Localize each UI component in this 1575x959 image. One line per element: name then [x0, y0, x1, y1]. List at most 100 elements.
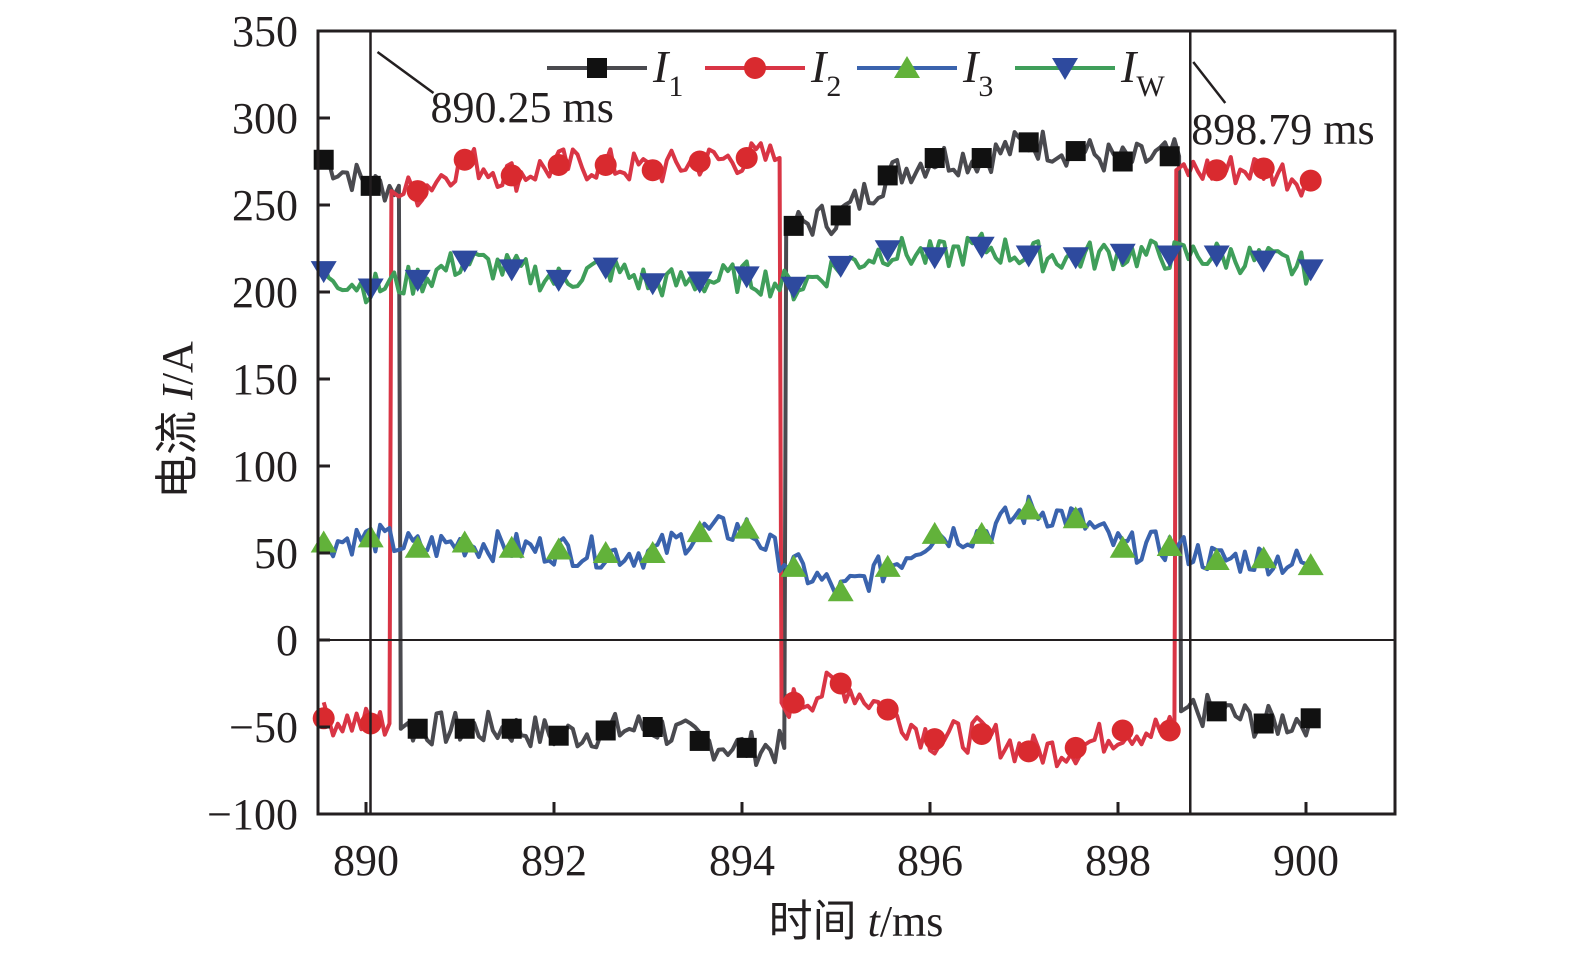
marker-iw-2	[404, 269, 431, 292]
marker-i2-10	[782, 691, 805, 714]
marker-i1-12	[877, 165, 898, 186]
x-axis-title: 时间 t/ms	[769, 897, 944, 946]
marker-i1-5	[548, 725, 569, 746]
y-tick-label: 50	[254, 529, 298, 578]
x-tick-label: 898	[1085, 836, 1151, 885]
series-line-i2	[321, 141, 1311, 769]
y-axis-title-prefix: 电流	[153, 400, 202, 499]
legend: I1 I2 I3 IW	[547, 41, 1165, 103]
annotation-label-898-79: 898.79 ms	[1191, 105, 1374, 154]
marker-i3-4	[498, 535, 525, 558]
marker-i2-4	[500, 164, 523, 187]
legend-label-sub: W	[1136, 70, 1165, 103]
marker-iw-3	[451, 250, 478, 273]
plot-frame	[316, 29, 1397, 816]
marker-i1-2	[407, 718, 428, 739]
marker-i2-13	[923, 728, 946, 751]
marker-i2-15	[1017, 740, 1040, 763]
marker-i3-7	[639, 541, 666, 563]
marker-iw-10	[780, 276, 807, 299]
marker-i3-10	[780, 554, 807, 577]
x-tick-label: 890	[333, 836, 399, 885]
marker-i1-4	[501, 718, 522, 739]
marker-i1-14	[971, 148, 992, 169]
marker-i3-16	[1062, 506, 1089, 529]
marker-iw-14	[968, 236, 995, 259]
x-tick-label: 896	[897, 836, 963, 885]
legend-label-sub: 3	[978, 70, 993, 103]
legend-label-sub: 1	[668, 70, 683, 103]
y-tick-label: 300	[232, 94, 298, 143]
y-axis-title-var: I	[153, 383, 202, 401]
marker-i1-6	[595, 720, 616, 741]
marker-i1-8	[689, 730, 710, 751]
legend-marker-iw	[1052, 58, 1078, 80]
legend-label-main: I	[1120, 41, 1139, 92]
marker-i2-9	[735, 147, 758, 170]
legend-label-i1: I1	[652, 41, 683, 103]
marker-i1-3	[454, 718, 475, 739]
series-line-i3	[321, 494, 1312, 598]
annotation-label-890-25: 890.25 ms	[431, 83, 614, 132]
annotation-leader-898-79	[1192, 61, 1227, 104]
marker-i2-18	[1158, 719, 1181, 742]
legend-label-main: I	[652, 41, 671, 92]
marker-iw-9	[733, 266, 760, 289]
marker-iw-15	[1015, 245, 1042, 268]
marker-i2-8	[688, 150, 711, 173]
marker-i2-3	[453, 148, 476, 171]
marker-i1-20	[1253, 713, 1274, 734]
plot-lines	[321, 129, 1313, 769]
marker-i3-11	[827, 579, 854, 602]
marker-i3-8	[686, 520, 713, 543]
marker-i3-6	[592, 541, 619, 563]
marker-iw-18	[1156, 245, 1183, 268]
marker-iw-5	[545, 269, 572, 292]
marker-i2-14	[970, 722, 993, 745]
marker-i1-16	[1065, 141, 1086, 162]
y-tick-label: 100	[232, 442, 298, 491]
marker-i1-11	[830, 205, 851, 226]
marker-iw-8	[686, 271, 713, 294]
marker-i3-0	[310, 530, 337, 553]
y-tick-label: 200	[232, 268, 298, 317]
marker-iw-4	[498, 259, 525, 282]
axes: −100 −50 0 50 100 150 200 250 300 350 890 892 894 896…	[207, 7, 1397, 885]
marker-i2-11	[829, 672, 852, 695]
marker-i1-21	[1300, 708, 1321, 729]
y-tick-label: −50	[229, 703, 298, 752]
y-axis-title: 电流 I/A	[153, 341, 202, 499]
x-tick-label: 900	[1273, 836, 1339, 885]
series-line-i1	[323, 129, 1313, 767]
marker-i1-7	[642, 717, 663, 737]
marker-iw-16	[1062, 247, 1089, 270]
marker-iw-6	[592, 257, 619, 280]
marker-i2-20	[1252, 157, 1275, 180]
marker-iw-7	[639, 273, 666, 296]
y-tick-label: 350	[232, 7, 298, 56]
annotations: 890.25 ms 898.79 ms	[369, 31, 1375, 814]
legend-marker-i3	[894, 56, 920, 78]
marker-i3-14	[968, 521, 995, 544]
marker-i1-13	[924, 148, 945, 169]
marker-i3-3	[451, 530, 478, 553]
marker-i3-17	[1109, 535, 1136, 558]
marker-i2-2	[406, 180, 429, 203]
marker-i3-2	[404, 535, 431, 558]
marker-i3-20	[1250, 546, 1277, 569]
marker-i1-15	[1018, 132, 1039, 153]
marker-i3-18	[1156, 534, 1183, 557]
x-axis-title-prefix: 时间	[769, 897, 868, 946]
marker-i3-5	[545, 537, 572, 560]
legend-label-main: I	[962, 41, 981, 92]
marker-iw-17	[1109, 243, 1136, 266]
x-axis-title-var: t	[868, 897, 882, 946]
marker-i2-17	[1111, 719, 1134, 742]
y-tick-label: −100	[207, 790, 298, 839]
marker-iw-21	[1297, 259, 1324, 282]
legend-label-sub: 2	[826, 70, 841, 103]
legend-label-iw: IW	[1120, 41, 1165, 103]
x-tick-label: 892	[521, 836, 587, 885]
marker-iw-19	[1203, 245, 1230, 268]
